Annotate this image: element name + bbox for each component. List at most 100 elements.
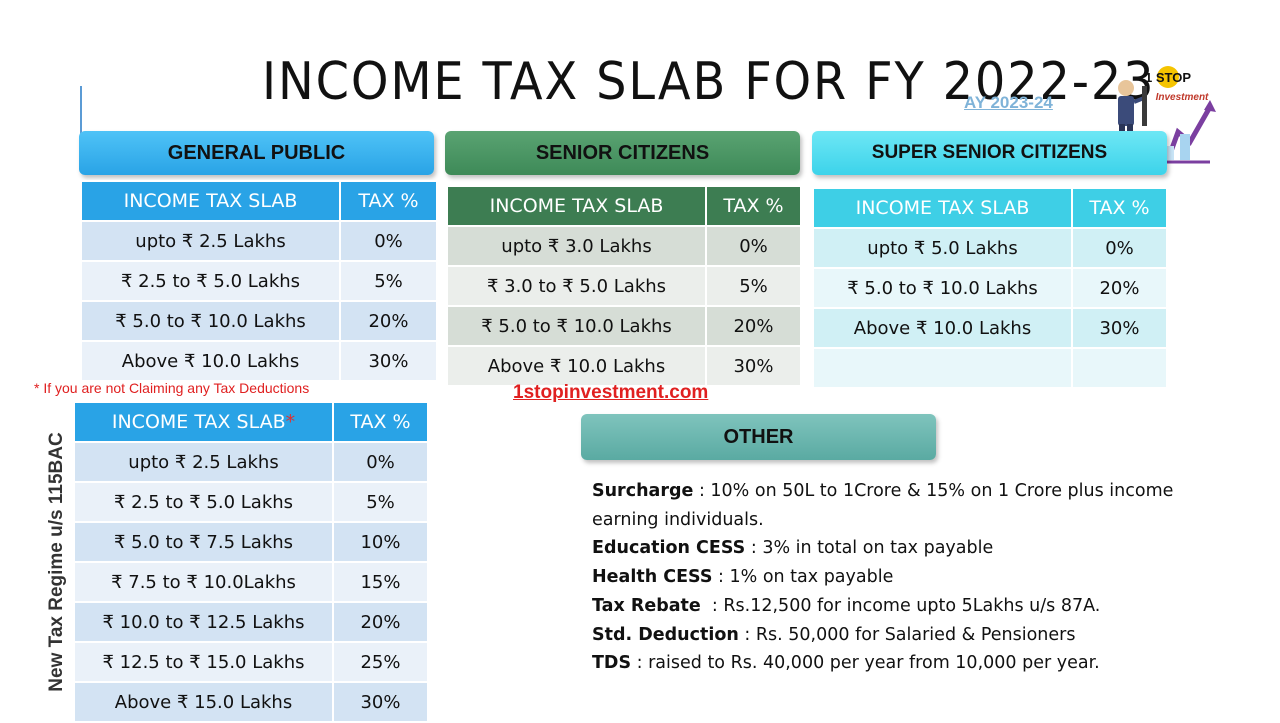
tax-cell: 20%: [332, 601, 429, 643]
table-row: ₹ 7.5 to ₹ 10.0Lakhs 15%: [73, 561, 429, 603]
table-row-empty: [812, 347, 1168, 389]
tax-cell: 30%: [332, 681, 429, 723]
table-row: ₹ 5.0 to ₹ 10.0 Lakhs 20%: [812, 267, 1168, 309]
slab-cell: ₹ 12.5 to ₹ 15.0 Lakhs: [73, 641, 334, 683]
deductions-footnote: * If you are not Claiming any Tax Deduct…: [34, 380, 310, 396]
table-row: ₹ 5.0 to ₹ 10.0 Lakhs 20%: [446, 305, 802, 347]
new-regime-side-label: New Tax Regime u/s 115BAC: [46, 432, 67, 692]
surcharge-line: Surcharge : 10% on 50L to 1Crore & 15% o…: [592, 477, 1212, 534]
slab-cell: upto ₹ 3.0 Lakhs: [446, 225, 707, 267]
accent-line: [80, 86, 82, 140]
tax-cell: 5%: [705, 265, 802, 307]
table-row: Above ₹ 15.0 Lakhs 30%: [73, 681, 429, 723]
senior-citizens-table: INCOME TAX SLAB TAX % upto ₹ 3.0 Lakhs 0%…: [446, 185, 802, 387]
education-cess-line: Education CESS : 3% in total on tax paya…: [592, 534, 1212, 563]
slab-cell: Above ₹ 10.0 Lakhs: [80, 340, 341, 382]
tax-cell: 30%: [1071, 307, 1168, 349]
table-row: ₹ 5.0 to ₹ 10.0 Lakhs 20%: [80, 300, 438, 342]
column-header-slab: INCOME TAX SLAB*: [73, 401, 334, 443]
item-separator: :: [738, 624, 756, 645]
item-text: Rs. 50,000 for Salaried & Pensioners: [755, 624, 1076, 645]
table-row: ₹ 2.5 to ₹ 5.0 Lakhs 5%: [80, 260, 438, 302]
tax-cell: 10%: [332, 521, 429, 563]
logo-brand-text: Investment: [1156, 92, 1209, 103]
item-separator: :: [712, 567, 730, 588]
item-text: 1% on tax payable: [729, 567, 894, 588]
general-public-table: INCOME TAX SLAB TAX % upto ₹ 2.5 Lakhs 0%…: [80, 180, 438, 382]
tax-cell: 20%: [705, 305, 802, 347]
tax-rebate-line: Tax Rebate : Rs.12,500 for income upto 5…: [592, 592, 1212, 621]
item-text: raised to Rs. 40,000 per year from 10,00…: [648, 653, 1100, 674]
column-header-slab: INCOME TAX SLAB: [812, 187, 1073, 229]
slab-cell: ₹ 5.0 to ₹ 7.5 Lakhs: [73, 521, 334, 563]
item-separator: :: [700, 595, 724, 616]
tax-cell: 30%: [339, 340, 438, 382]
slab-cell: upto ₹ 2.5 Lakhs: [80, 220, 341, 262]
item-label: Education CESS: [592, 538, 746, 559]
table-row: upto ₹ 5.0 Lakhs 0%: [812, 227, 1168, 269]
slab-cell: Above ₹ 10.0 Lakhs: [812, 307, 1073, 349]
general-public-header: GENERAL PUBLIC: [79, 131, 434, 175]
slab-cell: ₹ 3.0 to ₹ 5.0 Lakhs: [446, 265, 707, 307]
website-link[interactable]: 1stopinvestment.com: [513, 382, 709, 403]
column-header-slab-text: INCOME TAX SLAB: [111, 411, 286, 433]
slab-cell: Above ₹ 10.0 Lakhs: [446, 345, 707, 387]
logo-badge-text: 1 STOP: [1145, 70, 1191, 85]
slab-cell: ₹ 10.0 to ₹ 12.5 Lakhs: [73, 601, 334, 643]
slab-cell: ₹ 5.0 to ₹ 10.0 Lakhs: [80, 300, 341, 342]
other-details: Surcharge : 10% on 50L to 1Crore & 15% o…: [592, 477, 1212, 678]
tax-cell: 20%: [339, 300, 438, 342]
tax-cell: 0%: [1071, 227, 1168, 269]
tax-cell: 0%: [339, 220, 438, 262]
health-cess-line: Health CESS : 1% on tax payable: [592, 563, 1212, 592]
slab-cell: ₹ 2.5 to ₹ 5.0 Lakhs: [80, 260, 341, 302]
slab-cell: ₹ 5.0 to ₹ 10.0 Lakhs: [446, 305, 707, 347]
table-row: ₹ 12.5 to ₹ 15.0 Lakhs 25%: [73, 641, 429, 683]
item-label: Tax Rebate: [592, 595, 701, 616]
table-row: ₹ 10.0 to ₹ 12.5 Lakhs 20%: [73, 601, 429, 643]
new-regime-table: INCOME TAX SLAB* TAX % upto ₹ 2.5 Lakhs 0…: [73, 401, 429, 723]
item-text: Rs.12,500 for income upto 5Lakhs u/s 87A…: [723, 595, 1101, 616]
super-senior-citizens-header: SUPER SENIOR CITIZENS: [812, 131, 1167, 175]
table-row: Above ₹ 10.0 Lakhs 30%: [446, 345, 802, 387]
other-header: OTHER: [581, 414, 936, 460]
column-header-tax: TAX %: [339, 180, 438, 222]
column-header-tax: TAX %: [1071, 187, 1168, 229]
tax-cell: 5%: [339, 260, 438, 302]
std-deduction-line: Std. Deduction : Rs. 50,000 for Salaried…: [592, 621, 1212, 650]
tax-cell: 15%: [332, 561, 429, 603]
item-label: Std. Deduction: [592, 624, 739, 645]
table-row: ₹ 5.0 to ₹ 7.5 Lakhs 10%: [73, 521, 429, 563]
item-text: 3% in total on tax payable: [762, 538, 994, 559]
tax-cell: 20%: [1071, 267, 1168, 309]
table-row: Above ₹ 10.0 Lakhs 30%: [812, 307, 1168, 349]
super-senior-citizens-table: INCOME TAX SLAB TAX % upto ₹ 5.0 Lakhs 0%…: [812, 187, 1168, 389]
column-header-tax: TAX %: [332, 401, 429, 443]
table-row: upto ₹ 2.5 Lakhs 0%: [73, 441, 429, 483]
page-title: INCOME TAX SLAB FOR FY 2022-23: [262, 52, 1156, 112]
slab-cell: ₹ 2.5 to ₹ 5.0 Lakhs: [73, 481, 334, 523]
item-separator: :: [631, 653, 649, 674]
slab-cell: upto ₹ 2.5 Lakhs: [73, 441, 334, 483]
column-header-tax: TAX %: [705, 185, 802, 227]
table-row: ₹ 3.0 to ₹ 5.0 Lakhs 5%: [446, 265, 802, 307]
table-row: upto ₹ 2.5 Lakhs 0%: [80, 220, 438, 262]
tax-cell: 30%: [705, 345, 802, 387]
tax-cell: 0%: [705, 225, 802, 267]
footnote-star: *: [285, 411, 296, 433]
slab-cell: upto ₹ 5.0 Lakhs: [812, 227, 1073, 269]
tax-cell: 25%: [332, 641, 429, 683]
item-label: TDS: [592, 653, 632, 674]
table-row: upto ₹ 3.0 Lakhs 0%: [446, 225, 802, 267]
slab-cell: ₹ 7.5 to ₹ 10.0Lakhs: [73, 561, 334, 603]
slab-cell: ₹ 5.0 to ₹ 10.0 Lakhs: [812, 267, 1073, 309]
slab-cell: Above ₹ 15.0 Lakhs: [73, 681, 334, 723]
item-separator: :: [693, 481, 711, 501]
column-header-slab: INCOME TAX SLAB: [80, 180, 341, 222]
item-text: 10% on 50L to 1Crore & 15% on 1 Crore pl…: [592, 481, 1174, 530]
tax-cell: 0%: [332, 441, 429, 483]
column-header-slab: INCOME TAX SLAB: [446, 185, 707, 227]
brand-logo: 1 STOP Investment: [1098, 62, 1218, 166]
item-label: Health CESS: [592, 567, 713, 588]
assessment-year-link[interactable]: AY 2023-24: [964, 93, 1053, 112]
